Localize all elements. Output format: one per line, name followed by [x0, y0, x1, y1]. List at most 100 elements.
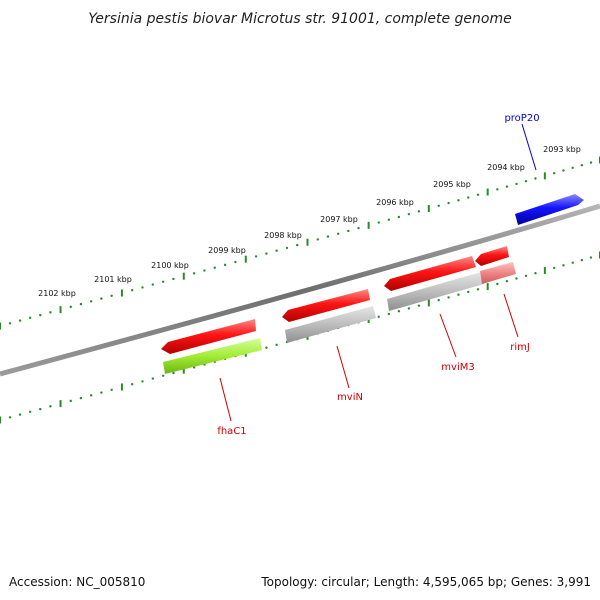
- genome-backbone: [0, 203, 600, 377]
- outer-ruler-minor-tick: [172, 277, 175, 281]
- inner-ruler-minor-tick: [110, 388, 113, 391]
- outer-ruler-minor-tick: [8, 322, 12, 325]
- ruler-label: 2093 kbp: [543, 145, 581, 154]
- inner-ruler-minor-tick: [89, 394, 93, 397]
- cds-bar-fhaC1[interactable]: [163, 338, 262, 374]
- outer-ruler-minor-tick: [562, 169, 565, 172]
- outer-ruler-minor-tick: [141, 286, 144, 289]
- gene-arrow-mviN[interactable]: [282, 289, 370, 322]
- inner-ruler-minor-tick: [131, 383, 134, 386]
- outer-ruler-minor-tick: [336, 232, 340, 235]
- gene-arrow-rimJ[interactable]: [475, 246, 509, 266]
- outer-ruler-minor-tick: [18, 319, 22, 322]
- outer-ruler-minor-tick: [285, 246, 289, 250]
- outer-ruler-minor-tick: [39, 313, 42, 317]
- inner-ruler-minor-tick: [39, 407, 42, 411]
- inner-ruler-minor-tick: [553, 266, 556, 270]
- inner-ruler-minor-tick: [457, 293, 460, 296]
- outer-ruler-minor-tick: [28, 316, 32, 320]
- outer-ruler-minor-tick: [505, 185, 509, 188]
- cds-bar-mviN[interactable]: [285, 306, 376, 343]
- cds-bar-mviM3[interactable]: [387, 272, 484, 311]
- inner-ruler-minor-tick: [580, 258, 584, 262]
- outer-ruler-minor-tick: [89, 300, 93, 303]
- gene-label-rimJ[interactable]: rimJ: [510, 342, 530, 353]
- outer-ruler-minor-tick: [275, 249, 278, 252]
- gene-label-fhaC1[interactable]: fhaC1: [217, 426, 246, 437]
- inner-ruler-minor-tick: [437, 298, 440, 302]
- ruler-labels: 2102 kbp 2101 kbp 2100 kbp 2099 kbp 2098 kbp…: [38, 145, 581, 298]
- leader-line-mviM3: [439, 313, 457, 358]
- gene-arrow-fhaC1[interactable]: [161, 319, 256, 354]
- inner-ruler-minor-tick: [100, 391, 103, 394]
- inner-ruler-minor-tick: [515, 277, 518, 280]
- gene-arrow-mviM3[interactable]: [384, 256, 476, 291]
- inner-ruler-minor-tick: [447, 296, 450, 299]
- outer-ruler-minor-tick: [296, 243, 299, 247]
- outer-ruler-minor-tick: [357, 226, 360, 230]
- inner-ruler-minor-tick: [387, 312, 391, 316]
- gene-label-proP20[interactable]: proP20: [504, 113, 539, 124]
- outer-ruler-minor-tick: [213, 266, 216, 269]
- outer-ruler-minor-tick: [580, 164, 584, 167]
- outer-ruler: [0, 156, 600, 330]
- gene-label-mviN[interactable]: mviN: [337, 392, 363, 403]
- outer-ruler-minor-tick: [192, 272, 196, 275]
- inner-ruler-minor-tick: [141, 380, 144, 383]
- outer-ruler-minor-tick: [69, 305, 72, 309]
- outer-ruler-minor-tick: [457, 199, 460, 202]
- inner-ruler-minor-tick: [275, 343, 278, 347]
- outer-ruler-minor-tick: [223, 263, 227, 267]
- inner-ruler-minor-tick: [265, 346, 268, 349]
- inner-ruler-minor-tick: [151, 377, 155, 380]
- outer-ruler-minor-tick: [265, 252, 268, 255]
- outer-ruler-minor-tick: [417, 210, 421, 213]
- outer-ruler-minor-tick: [534, 177, 537, 180]
- outer-ruler-minor-tick: [110, 294, 113, 297]
- outer-ruler-minor-tick: [254, 255, 258, 258]
- outer-ruler-minor-tick: [377, 221, 380, 224]
- outer-ruler-minor-tick: [79, 302, 83, 306]
- inner-ruler-minor-tick: [496, 282, 499, 286]
- inner-ruler-minor-tick: [534, 271, 537, 275]
- gene-arrow-proP20[interactable]: [515, 194, 584, 225]
- outer-ruler-minor-tick: [387, 218, 391, 221]
- outer-ruler-minor-tick: [100, 297, 103, 300]
- outer-ruler-minor-tick: [326, 235, 330, 238]
- ruler-label: 2099 kbp: [208, 246, 246, 255]
- inner-ruler-minor-tick: [79, 396, 83, 400]
- inner-ruler-minor-tick: [476, 288, 480, 291]
- outer-ruler-minor-tick: [234, 260, 237, 264]
- genome-title: Yersinia pestis biovar Microtus str. 910…: [88, 11, 511, 27]
- outer-ruler-minor-tick: [131, 288, 134, 292]
- inner-ruler-minor-tick: [49, 405, 52, 408]
- inner-ruler-minor-tick: [172, 371, 175, 375]
- ruler-label: 2102 kbp: [38, 289, 76, 298]
- ruler-label: 2097 kbp: [320, 215, 358, 224]
- inner-ruler-minor-tick: [407, 307, 411, 310]
- outer-ruler-minor-tick: [49, 311, 52, 314]
- outer-ruler-minor-tick: [437, 204, 440, 208]
- outer-ruler-minor-tick: [397, 215, 401, 219]
- inner-ruler-minor-tick: [571, 261, 574, 264]
- leader-line-proP20: [521, 123, 537, 171]
- outer-ruler-minor-tick: [316, 238, 319, 241]
- outer-ruler-minor-tick: [161, 280, 165, 283]
- outer-ruler-minor-tick: [524, 179, 528, 183]
- cds-bar-rimJ[interactable]: [480, 262, 516, 284]
- genome-summary-text: Topology: circular; Length: 4,595,065 bp…: [260, 575, 591, 589]
- outer-ruler-minor-tick: [347, 229, 350, 233]
- inner-ruler-minor-tick: [28, 410, 32, 414]
- inner-ruler-minor-tick: [69, 399, 72, 403]
- gene-label-mviM3[interactable]: mviM3: [441, 362, 474, 373]
- leader-line-fhaC1: [219, 377, 232, 422]
- ruler-label: 2095 kbp: [433, 180, 471, 189]
- ruler-label: 2100 kbp: [151, 261, 189, 270]
- outer-ruler-minor-tick: [476, 193, 480, 196]
- inner-ruler-minor-tick: [589, 256, 593, 259]
- inner-ruler-minor-tick: [18, 413, 22, 416]
- inner-ruler-minor-tick: [161, 374, 165, 378]
- ruler-label: 2094 kbp: [487, 163, 525, 172]
- outer-ruler-minor-tick: [571, 166, 574, 170]
- ruler-label: 2096 kbp: [376, 198, 414, 207]
